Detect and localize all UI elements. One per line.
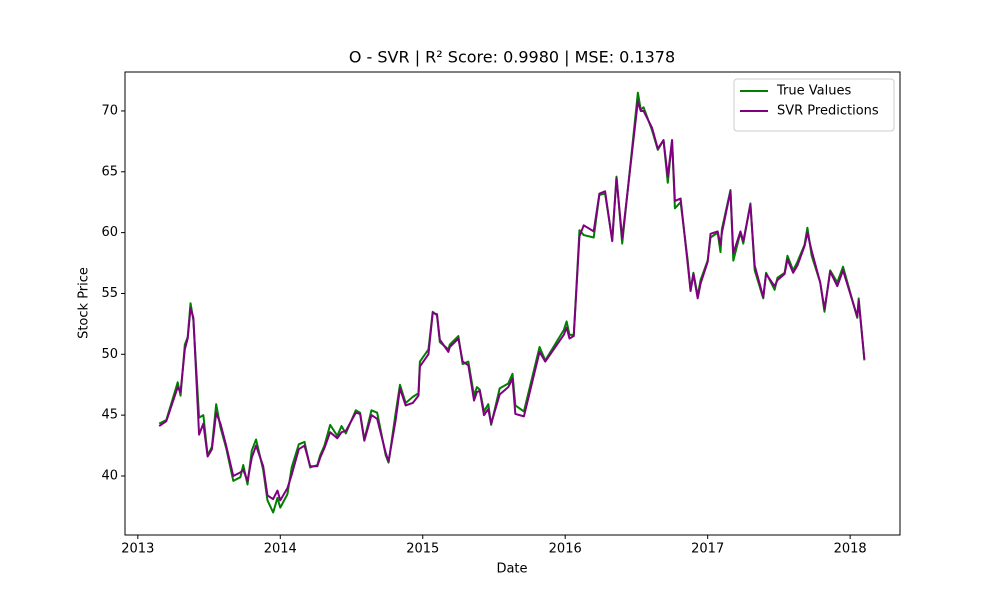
series-line bbox=[158, 100, 866, 502]
chart-title: O - SVR | R² Score: 0.9980 | MSE: 0.1378 bbox=[349, 48, 675, 67]
legend-label: True Values bbox=[776, 84, 851, 99]
legend-label: SVR Predictions bbox=[777, 104, 879, 119]
y-tick-label: 55 bbox=[101, 286, 118, 301]
x-tick-label: 2013 bbox=[121, 542, 154, 557]
x-tick-label: 2017 bbox=[691, 542, 724, 557]
y-tick-label: 40 bbox=[101, 468, 118, 483]
x-tick-label: 2014 bbox=[264, 542, 297, 557]
x-axis-label: Date bbox=[496, 562, 527, 577]
x-tick-label: 2016 bbox=[549, 542, 582, 557]
y-tick-label: 65 bbox=[101, 164, 118, 179]
y-axis-label: Stock Price bbox=[77, 267, 92, 339]
plot-frame bbox=[124, 71, 901, 536]
y-tick-label: 50 bbox=[101, 347, 118, 362]
x-tick-label: 2018 bbox=[834, 542, 867, 557]
legend-box bbox=[733, 78, 895, 132]
y-tick-label: 60 bbox=[101, 225, 118, 240]
x-tick-label: 2015 bbox=[406, 542, 439, 557]
y-tick-label: 70 bbox=[101, 103, 118, 118]
y-tick-label: 45 bbox=[101, 408, 118, 423]
